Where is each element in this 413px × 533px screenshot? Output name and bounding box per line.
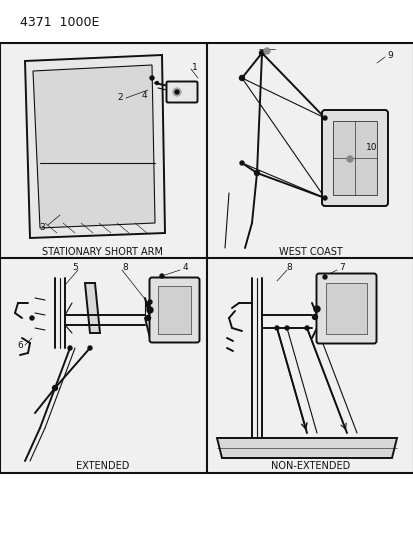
- Circle shape: [259, 51, 264, 55]
- Text: STATIONARY SHORT ARM: STATIONARY SHORT ARM: [43, 247, 163, 257]
- Text: 10: 10: [366, 143, 377, 152]
- Text: EXTENDED: EXTENDED: [76, 461, 129, 471]
- Circle shape: [147, 307, 153, 313]
- Text: 4371  1000E: 4371 1000E: [20, 17, 99, 29]
- Circle shape: [52, 385, 57, 391]
- Polygon shape: [33, 65, 154, 228]
- FancyBboxPatch shape: [166, 82, 197, 102]
- Text: 8: 8: [285, 263, 291, 272]
- Text: 4: 4: [141, 92, 147, 101]
- Circle shape: [173, 88, 180, 96]
- Text: 1: 1: [192, 62, 197, 71]
- Bar: [332, 121, 376, 195]
- Circle shape: [147, 300, 152, 304]
- Text: 5: 5: [72, 263, 78, 272]
- Bar: [325, 283, 366, 334]
- Text: 9: 9: [386, 51, 392, 60]
- Circle shape: [239, 76, 244, 80]
- Text: NON-EXTENDED: NON-EXTENDED: [271, 461, 350, 471]
- FancyBboxPatch shape: [316, 273, 375, 343]
- Text: 8: 8: [122, 263, 128, 272]
- Polygon shape: [216, 438, 396, 458]
- FancyBboxPatch shape: [149, 278, 199, 343]
- Circle shape: [175, 90, 178, 94]
- Circle shape: [240, 161, 243, 165]
- Circle shape: [145, 316, 150, 320]
- Circle shape: [254, 171, 259, 175]
- Circle shape: [284, 326, 288, 330]
- Text: 2: 2: [117, 93, 123, 102]
- Circle shape: [304, 326, 308, 330]
- Circle shape: [159, 274, 164, 278]
- Circle shape: [313, 306, 319, 312]
- Polygon shape: [85, 283, 100, 333]
- Circle shape: [146, 303, 150, 307]
- Circle shape: [150, 76, 154, 80]
- Circle shape: [322, 196, 326, 200]
- Text: 6: 6: [17, 341, 23, 350]
- Circle shape: [263, 48, 269, 54]
- Polygon shape: [25, 55, 165, 238]
- Circle shape: [322, 116, 326, 120]
- Text: WEST COAST: WEST COAST: [278, 247, 342, 257]
- Text: 3: 3: [39, 223, 45, 232]
- Circle shape: [88, 346, 92, 350]
- Bar: [158, 286, 190, 334]
- Text: 7: 7: [338, 263, 344, 272]
- Circle shape: [274, 326, 278, 330]
- Circle shape: [322, 275, 326, 279]
- Bar: [0, 473, 413, 533]
- FancyBboxPatch shape: [321, 110, 387, 206]
- Circle shape: [346, 156, 352, 162]
- Bar: [0, 0, 413, 43]
- Circle shape: [155, 82, 158, 85]
- Circle shape: [30, 316, 34, 320]
- Text: 4: 4: [182, 263, 188, 272]
- Circle shape: [312, 314, 317, 319]
- Circle shape: [68, 346, 72, 350]
